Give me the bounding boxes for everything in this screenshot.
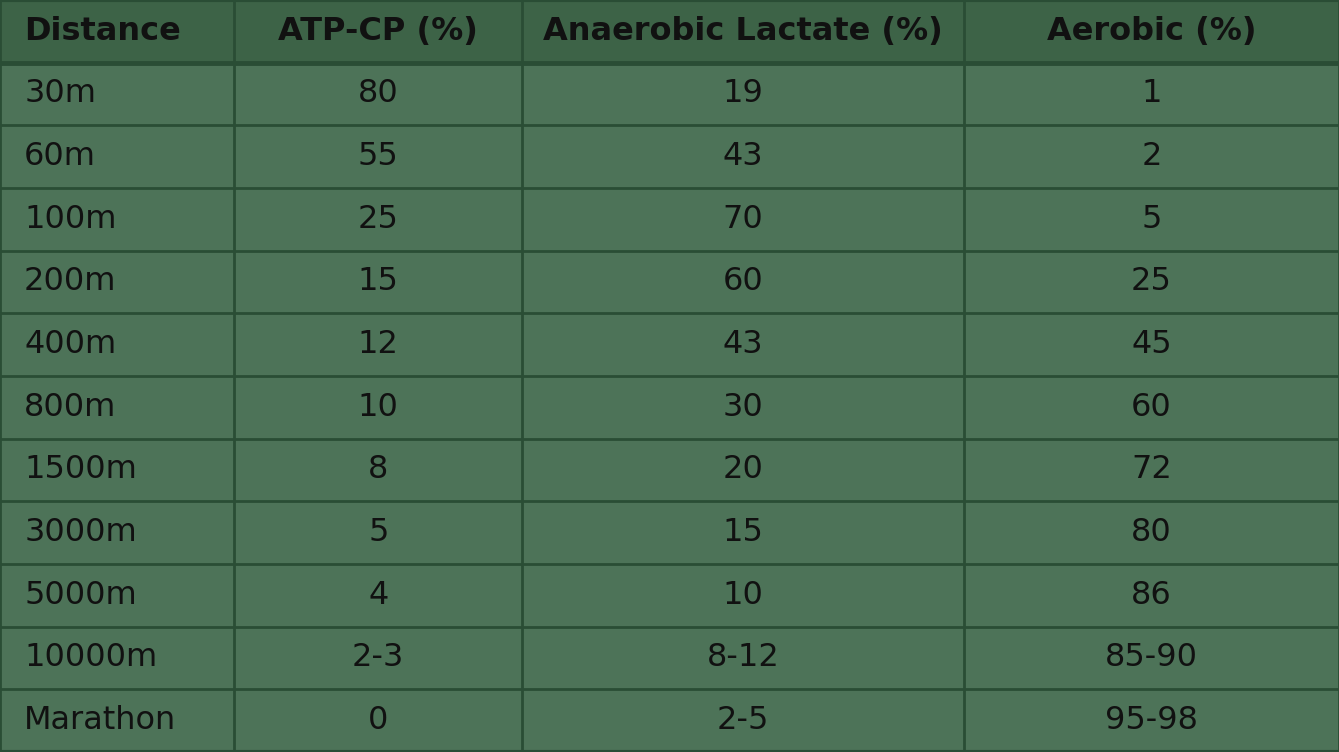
- Bar: [0, 0, 1339, 62]
- Text: 43: 43: [723, 329, 763, 360]
- Bar: [0, 126, 1339, 188]
- Text: 30m: 30m: [24, 78, 96, 110]
- Text: 43: 43: [723, 141, 763, 172]
- Text: Distance: Distance: [24, 16, 181, 47]
- Text: 10000m: 10000m: [24, 642, 158, 674]
- Text: 200m: 200m: [24, 266, 116, 298]
- Text: 8: 8: [368, 454, 388, 486]
- Text: 95-98: 95-98: [1105, 705, 1198, 736]
- Text: 2-5: 2-5: [716, 705, 770, 736]
- Text: Marathon: Marathon: [24, 705, 177, 736]
- Text: 80: 80: [1131, 517, 1172, 548]
- Text: 10: 10: [358, 392, 399, 423]
- Text: 15: 15: [358, 266, 399, 298]
- Bar: [0, 314, 1339, 376]
- Bar: [0, 62, 1339, 126]
- Text: 20: 20: [723, 454, 763, 486]
- Text: 1500m: 1500m: [24, 454, 137, 486]
- Text: 15: 15: [723, 517, 763, 548]
- Text: ATP-CP (%): ATP-CP (%): [279, 16, 478, 47]
- Text: 30: 30: [723, 392, 763, 423]
- Bar: [0, 438, 1339, 502]
- Text: 2-3: 2-3: [352, 642, 404, 674]
- Text: Aerobic (%): Aerobic (%): [1047, 16, 1256, 47]
- Text: 10: 10: [723, 580, 763, 611]
- Text: 5: 5: [368, 517, 388, 548]
- Text: 45: 45: [1131, 329, 1172, 360]
- Text: 70: 70: [723, 204, 763, 235]
- Text: Anaerobic Lactate (%): Anaerobic Lactate (%): [544, 16, 943, 47]
- Text: 72: 72: [1131, 454, 1172, 486]
- Text: 3000m: 3000m: [24, 517, 137, 548]
- Text: 60: 60: [723, 266, 763, 298]
- Text: 19: 19: [723, 78, 763, 110]
- Text: 0: 0: [368, 705, 388, 736]
- Text: 100m: 100m: [24, 204, 116, 235]
- Text: 25: 25: [1131, 266, 1172, 298]
- Bar: [0, 250, 1339, 314]
- Bar: [0, 502, 1339, 564]
- Bar: [0, 376, 1339, 438]
- Text: 8-12: 8-12: [707, 642, 779, 674]
- Text: 60: 60: [1131, 392, 1172, 423]
- Text: 1: 1: [1141, 78, 1162, 110]
- Text: 2: 2: [1141, 141, 1162, 172]
- Text: 12: 12: [358, 329, 399, 360]
- Text: 86: 86: [1131, 580, 1172, 611]
- Text: 5: 5: [1141, 204, 1162, 235]
- Text: 80: 80: [358, 78, 399, 110]
- Text: 85-90: 85-90: [1105, 642, 1198, 674]
- Text: 25: 25: [358, 204, 399, 235]
- Bar: [0, 564, 1339, 626]
- Text: 55: 55: [358, 141, 399, 172]
- Bar: [0, 626, 1339, 690]
- Text: 4: 4: [368, 580, 388, 611]
- Text: 5000m: 5000m: [24, 580, 137, 611]
- Text: 60m: 60m: [24, 141, 96, 172]
- Text: 800m: 800m: [24, 392, 116, 423]
- Bar: [0, 690, 1339, 752]
- Text: 400m: 400m: [24, 329, 116, 360]
- Bar: [0, 188, 1339, 250]
